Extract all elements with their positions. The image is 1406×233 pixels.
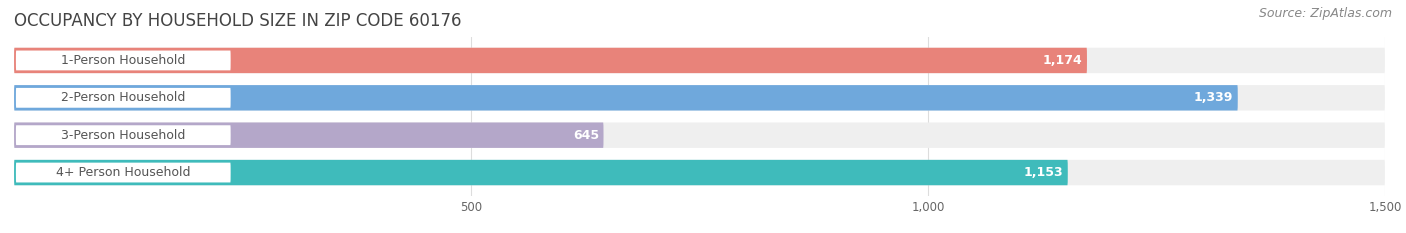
- Text: 2-Person Household: 2-Person Household: [60, 91, 186, 104]
- FancyBboxPatch shape: [14, 160, 1067, 185]
- FancyBboxPatch shape: [14, 123, 1385, 148]
- FancyBboxPatch shape: [14, 48, 1385, 73]
- FancyBboxPatch shape: [15, 88, 231, 108]
- Text: OCCUPANCY BY HOUSEHOLD SIZE IN ZIP CODE 60176: OCCUPANCY BY HOUSEHOLD SIZE IN ZIP CODE …: [14, 12, 461, 30]
- Text: 4+ Person Household: 4+ Person Household: [56, 166, 191, 179]
- FancyBboxPatch shape: [14, 160, 1385, 185]
- FancyBboxPatch shape: [14, 123, 603, 148]
- FancyBboxPatch shape: [15, 125, 231, 145]
- FancyBboxPatch shape: [15, 51, 231, 70]
- Text: 1,174: 1,174: [1043, 54, 1083, 67]
- FancyBboxPatch shape: [14, 48, 1087, 73]
- Text: 1,153: 1,153: [1024, 166, 1063, 179]
- Text: 1-Person Household: 1-Person Household: [60, 54, 186, 67]
- Text: 3-Person Household: 3-Person Household: [60, 129, 186, 142]
- Text: 645: 645: [572, 129, 599, 142]
- FancyBboxPatch shape: [15, 163, 231, 182]
- Text: Source: ZipAtlas.com: Source: ZipAtlas.com: [1258, 7, 1392, 20]
- Text: 1,339: 1,339: [1194, 91, 1233, 104]
- FancyBboxPatch shape: [14, 85, 1385, 110]
- FancyBboxPatch shape: [14, 85, 1237, 110]
